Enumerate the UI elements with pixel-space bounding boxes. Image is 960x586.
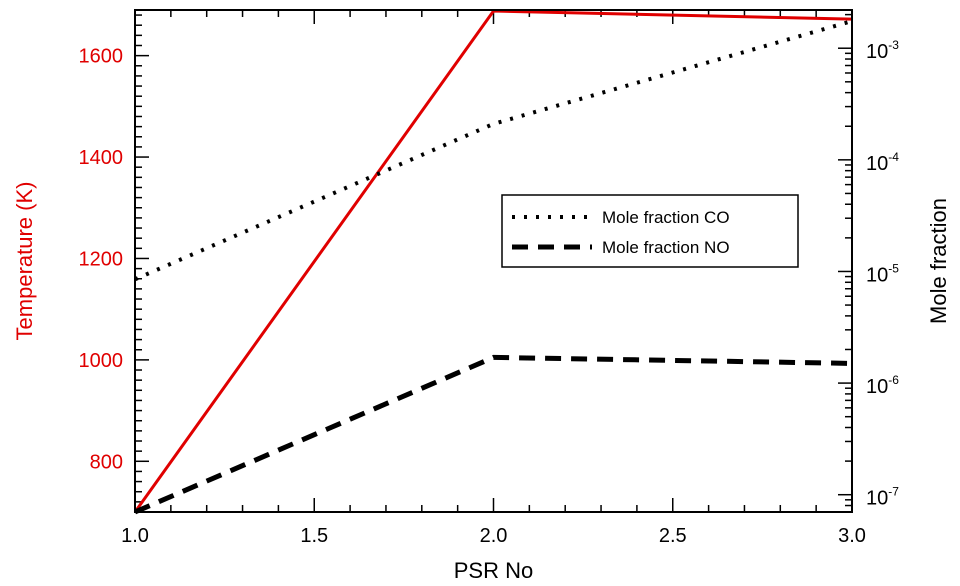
legend-box (501, 194, 799, 268)
plot-frame (134, 9, 853, 513)
left-tick-label: 1200 (79, 248, 124, 270)
left-tick-label: 1600 (79, 46, 124, 68)
x-axis-title: PSR No (454, 558, 533, 583)
left-tick-labels: 800 1000 1200 1400 1600 (79, 46, 124, 474)
right-tick-label: 10-5 (866, 261, 899, 286)
right-tick-label: 10-6 (866, 373, 899, 398)
x-tick-label: 1.0 (121, 525, 149, 547)
x-tick-labels: 1.0 1.5 2.0 2.5 3.0 (121, 525, 866, 547)
left-axis-title: Temperature (K) (12, 182, 37, 341)
right-tick-labels: 10-7 10-6 10-5 10-4 10-3 (866, 38, 899, 509)
x-tick-label: 1.5 (300, 525, 328, 547)
legend-label: Mole fraction CO (602, 208, 730, 227)
legend-label: Mole fraction NO (602, 238, 730, 257)
no-line (134, 354, 853, 515)
right-tick-label: 10-3 (866, 38, 899, 63)
legend: Mole fraction CO Mole fraction NO (501, 194, 799, 268)
left-tick-label: 800 (90, 451, 123, 473)
left-tick-label: 1000 (79, 350, 124, 372)
x-tick-label: 3.0 (838, 525, 866, 547)
x-tick-label: 2.0 (480, 525, 508, 547)
left-tick-label: 1400 (79, 147, 124, 169)
axis-ticks (134, 10, 853, 513)
x-tick-label: 2.5 (659, 525, 687, 547)
right-tick-label: 10-4 (866, 150, 899, 175)
right-tick-label: 10-7 (866, 485, 899, 510)
right-axis-title: Mole fraction (926, 198, 951, 324)
